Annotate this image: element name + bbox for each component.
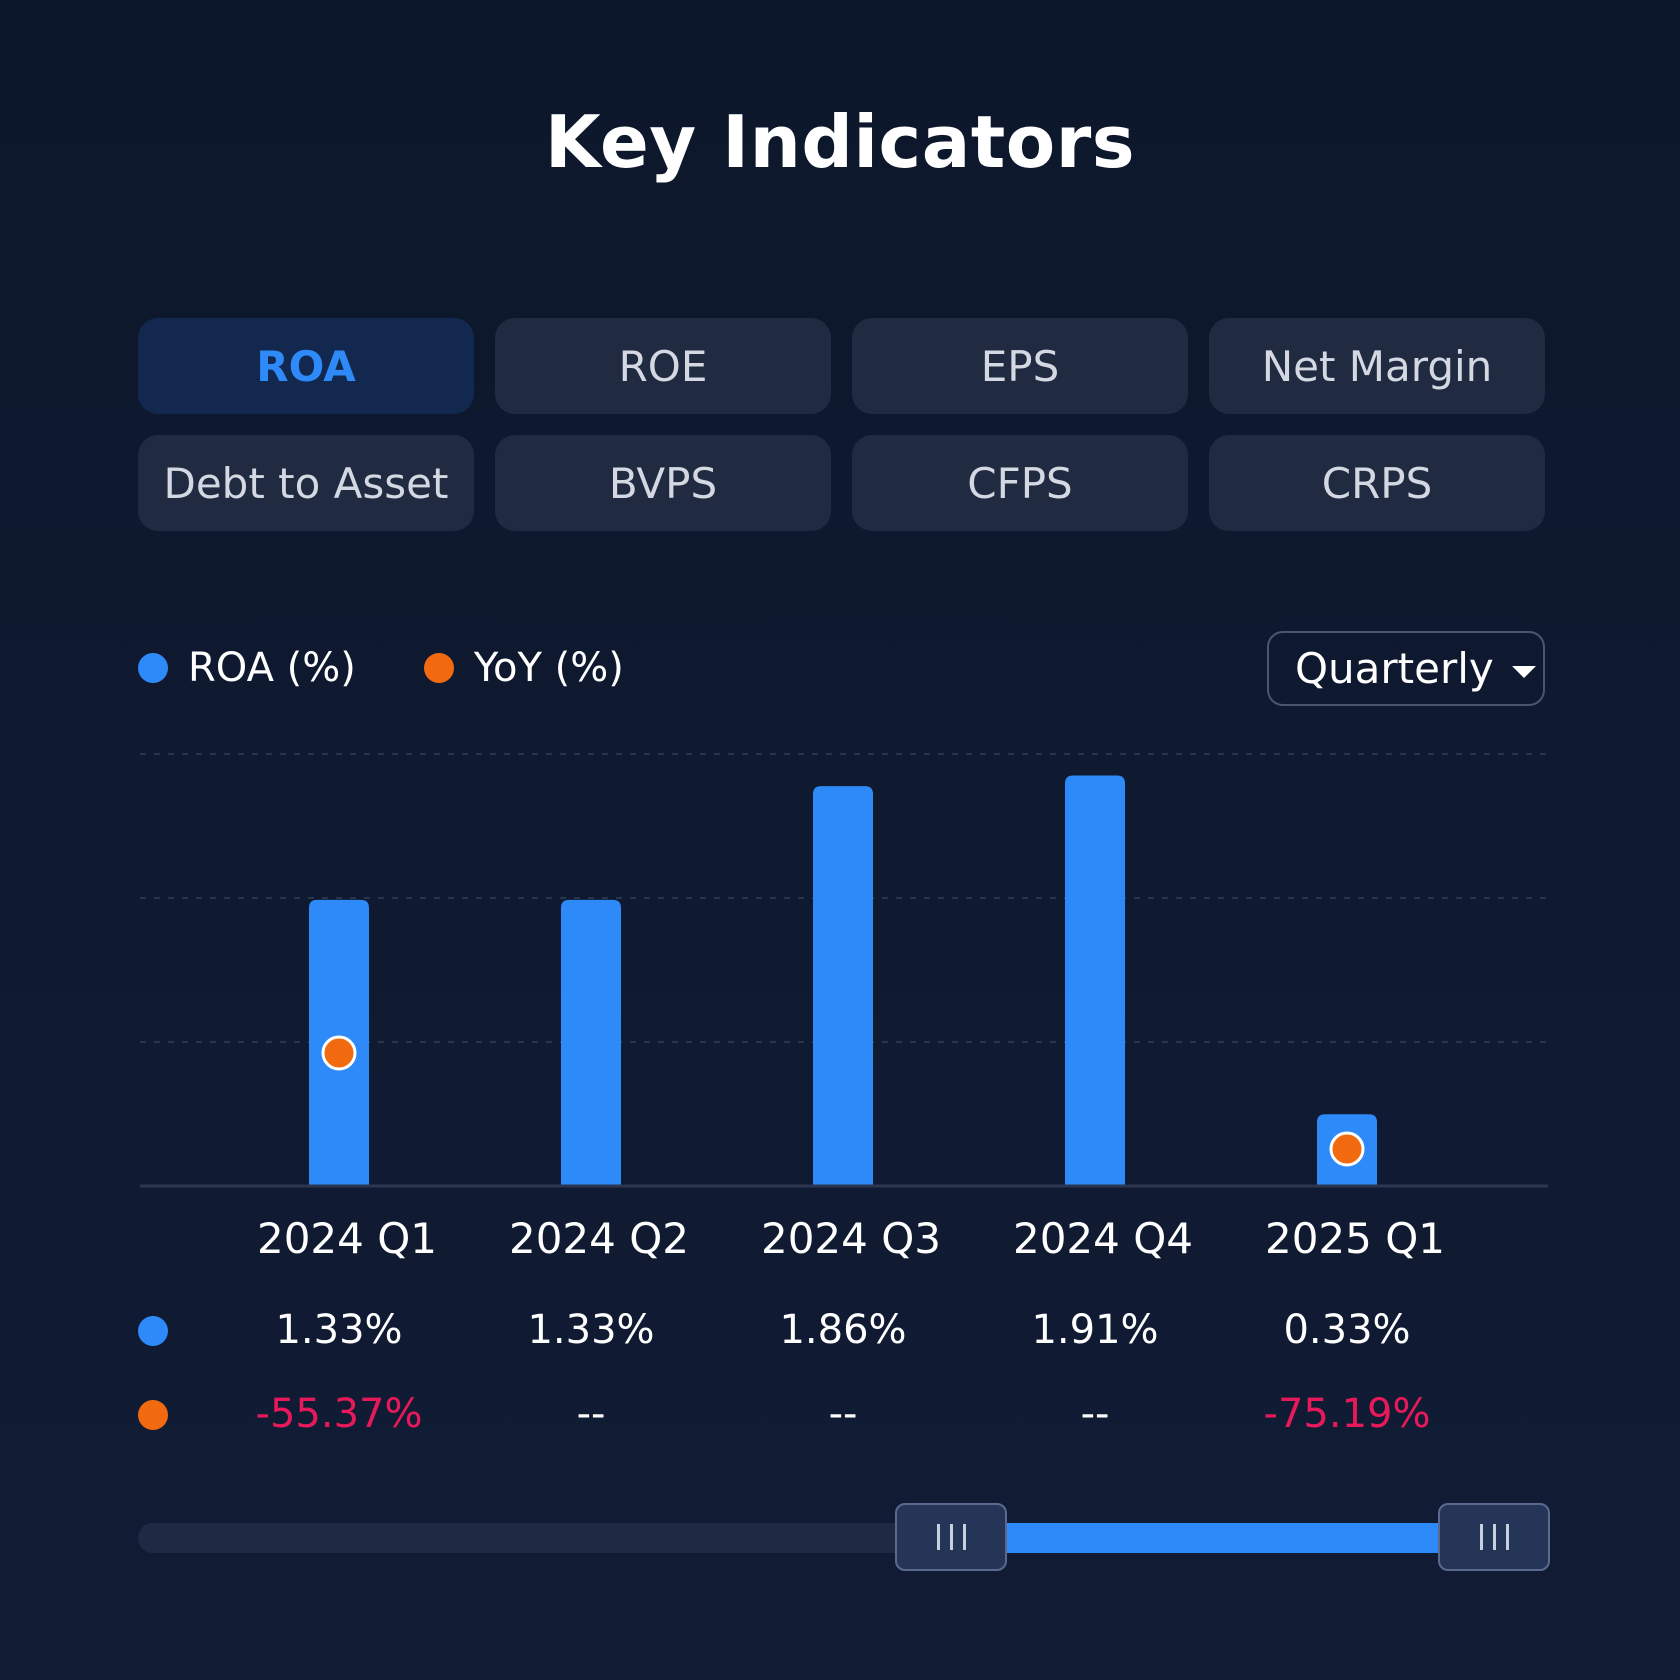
tab-bvps[interactable]: BVPS	[495, 435, 831, 531]
tab-net-margin[interactable]: Net Margin	[1209, 318, 1545, 414]
yoy-value-cell: -75.19%	[1263, 1391, 1431, 1437]
yoy-dot-icon	[138, 1400, 168, 1430]
period-select-value: Quarterly	[1295, 644, 1494, 693]
roa-value-cell: 1.91%	[1031, 1307, 1159, 1353]
x-tick-label: 2024 Q2	[508, 1214, 690, 1263]
x-tick-label: 2024 Q1	[256, 1214, 438, 1263]
yoy-value-cell: -55.37%	[255, 1391, 423, 1437]
yoy-value-cell: --	[576, 1391, 606, 1437]
x-tick-label: 2025 Q1	[1264, 1214, 1446, 1263]
page-title: Key Indicators	[544, 100, 1136, 184]
roa-bar[interactable]	[561, 899, 621, 1185]
yoy-point[interactable]	[321, 1035, 357, 1071]
legend-roa[interactable]: ROA (%)	[138, 645, 356, 691]
roa-value-cell: 1.86%	[779, 1307, 907, 1353]
roa-values-row: 1.33% 1.33% 1.86% 1.91% 0.33%	[0, 1303, 1680, 1359]
tab-roe[interactable]: ROE	[495, 318, 831, 414]
tab-eps[interactable]: EPS	[852, 318, 1188, 414]
x-axis-labels: 2024 Q1 2024 Q2 2024 Q3 2024 Q4 2025 Q1	[0, 1214, 1680, 1274]
x-tick-label: 2024 Q4	[1012, 1214, 1194, 1263]
roa-bar-chart	[140, 753, 1548, 1188]
roa-bar[interactable]	[813, 786, 873, 1185]
range-slider-selection[interactable]	[1006, 1523, 1446, 1553]
period-select[interactable]: Quarterly	[1267, 631, 1545, 706]
grip-icon	[962, 1524, 966, 1550]
range-slider-right-handle[interactable]	[1438, 1503, 1550, 1571]
tab-debt-to-asset[interactable]: Debt to Asset	[138, 435, 474, 531]
chart-legend: ROA (%) YoY (%)	[138, 640, 692, 696]
range-slider-left-handle[interactable]	[895, 1503, 1007, 1571]
x-tick-label: 2024 Q3	[760, 1214, 942, 1263]
legend-yoy-label: YoY (%)	[473, 645, 624, 691]
grip-icon	[1505, 1524, 1509, 1550]
yoy-value-cell: --	[828, 1391, 858, 1437]
roa-value-cell: 1.33%	[527, 1307, 655, 1353]
roa-value-cell: 1.33%	[275, 1307, 403, 1353]
roa-dot-icon	[138, 653, 168, 683]
chevron-down-icon	[1511, 665, 1536, 678]
grip-icon	[949, 1524, 953, 1550]
tab-crps[interactable]: CRPS	[1209, 435, 1545, 531]
grip-icon	[1479, 1524, 1483, 1550]
tab-cfps[interactable]: CFPS	[852, 435, 1188, 531]
roa-bar[interactable]	[1065, 775, 1125, 1185]
grip-icon	[1492, 1524, 1496, 1550]
yoy-point[interactable]	[1329, 1131, 1365, 1167]
tab-roa[interactable]: ROA	[138, 318, 474, 414]
roa-value-cell: 0.33%	[1283, 1307, 1411, 1353]
indicator-tabs: ROA ROE EPS Net Margin Debt to Asset BVP…	[138, 318, 1546, 531]
roa-dot-icon	[138, 1316, 168, 1346]
yoy-value-cell: --	[1080, 1391, 1110, 1437]
yoy-dot-icon	[423, 653, 454, 683]
legend-roa-label: ROA (%)	[188, 645, 356, 691]
grip-icon	[936, 1524, 940, 1550]
legend-yoy[interactable]: YoY (%)	[423, 645, 624, 691]
yoy-values-row: -55.37% -- -- -- -75.19%	[0, 1387, 1680, 1443]
